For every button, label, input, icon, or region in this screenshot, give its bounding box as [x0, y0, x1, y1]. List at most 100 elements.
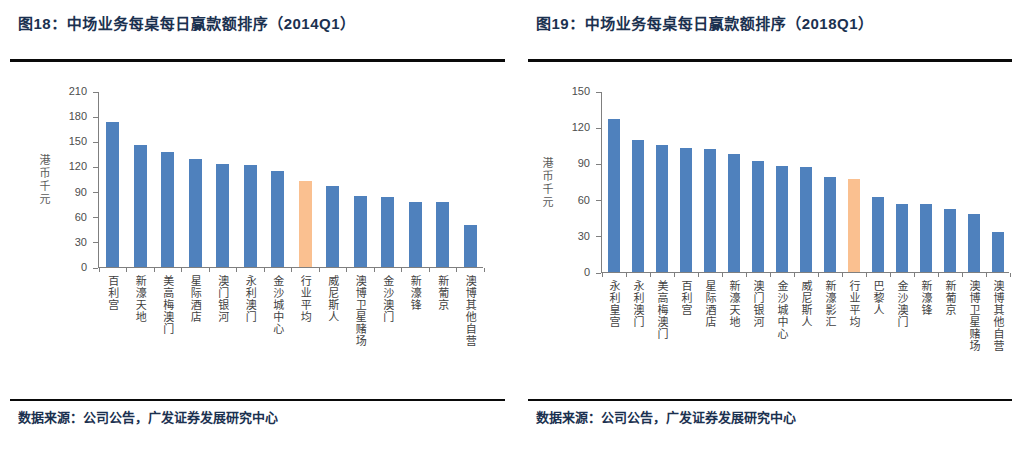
- data-source: 数据来源：公司公告，广发证券发展研究中心: [18, 407, 505, 426]
- x-tick-mark: [938, 273, 939, 277]
- y-tick-mark: [93, 192, 98, 193]
- category-slot: 新濠天地: [722, 280, 746, 388]
- category-label: 金沙澳门: [382, 275, 394, 383]
- category-slot: 行业平均: [842, 280, 866, 388]
- category-label: 新濠天地: [134, 275, 146, 383]
- bar-百利宫: [106, 122, 119, 267]
- plot-area: 0306090120150永利皇宫永利澳门美高梅澳门百利宫星际酒店新濠天地澳门银…: [601, 92, 1009, 273]
- category-label: 澳门银河: [752, 280, 764, 388]
- category-label: 百利宫: [680, 280, 692, 388]
- category-slot: 威尼斯人: [794, 280, 818, 388]
- x-tick-mark: [456, 268, 457, 272]
- bar-美高梅澳门: [161, 152, 174, 267]
- x-tick-mark: [698, 273, 699, 277]
- category-label: 百利宫: [107, 275, 119, 383]
- category-slot: 星际酒店: [698, 280, 722, 388]
- figure-title: 图18：中场业务每桌每日赢款额排序（2014Q1）: [18, 12, 505, 33]
- bar-澳博卫星赌场: [354, 196, 367, 267]
- category-slot: 澳博卫星赌场: [347, 275, 375, 383]
- category-label: 新葡京: [944, 280, 956, 388]
- y-tick-mark: [596, 200, 601, 201]
- category-label: 永利澳门: [244, 275, 256, 383]
- bar-巴黎人: [872, 197, 884, 272]
- x-tick-mark: [236, 268, 237, 272]
- category-label: 澳门银河: [217, 275, 229, 383]
- x-tick-mark: [154, 268, 155, 272]
- bar-金沙澳门: [896, 204, 908, 272]
- bar-澳博卫星赌场: [968, 214, 980, 272]
- y-tick-mark: [93, 242, 98, 243]
- y-axis-title-wrap: 港币千元: [539, 92, 555, 273]
- category-slot: 百利宫: [99, 275, 127, 383]
- y-tick-label: 210: [49, 86, 87, 97]
- title-divider: [528, 59, 1012, 62]
- y-tick-label: 90: [552, 158, 590, 169]
- category-label: 美高梅澳门: [656, 280, 668, 388]
- bar-星际酒店: [704, 149, 716, 272]
- x-tick-mark: [746, 273, 747, 277]
- bar-澳博其他自营: [992, 232, 1004, 272]
- y-tick-label: 0: [49, 262, 87, 273]
- x-tick-mark: [1010, 273, 1011, 277]
- bar-新濠天地: [728, 154, 740, 272]
- category-label: 新濠锋: [409, 275, 421, 383]
- bar-永利澳门: [632, 140, 644, 272]
- category-slot: 金沙城中心: [264, 275, 292, 383]
- figure-panel-2018q1: 图19：中场业务每桌每日赢款额排序（2018Q1） 港币千元 0306090120…: [528, 0, 1012, 450]
- bar-澳门银河: [216, 164, 229, 267]
- category-slot: 永利澳门: [237, 275, 265, 383]
- category-slot: 美高梅澳门: [154, 275, 182, 383]
- bar-百利宫: [680, 148, 692, 272]
- category-slot: 新濠锋: [402, 275, 430, 383]
- category-label: 行业平均: [299, 275, 311, 383]
- category-label: 行业平均: [848, 280, 860, 388]
- category-slot: 澳门银河: [746, 280, 770, 388]
- figure-title: 图19：中场业务每桌每日赢款额排序（2018Q1）: [536, 12, 1012, 33]
- bar-新濠锋: [920, 204, 932, 272]
- bar-金沙城中心: [271, 171, 284, 267]
- category-slot: 澳博卫星赌场: [962, 280, 986, 388]
- x-tick-mark: [722, 273, 723, 277]
- category-label: 威尼斯人: [800, 280, 812, 388]
- x-tick-mark: [319, 268, 320, 272]
- category-slot: 巴黎人: [866, 280, 890, 388]
- bar-威尼斯人: [326, 186, 339, 267]
- x-tick-mark: [914, 273, 915, 277]
- x-tick-mark: [264, 268, 265, 272]
- category-slot: 新葡京: [429, 275, 457, 383]
- y-tick-label: 30: [49, 237, 87, 248]
- y-tick-mark: [596, 128, 601, 129]
- source-divider: [528, 399, 1012, 401]
- y-tick-label: 120: [49, 161, 87, 172]
- category-slot: 金沙澳门: [374, 275, 402, 383]
- y-tick-label: 60: [552, 195, 590, 206]
- x-tick-mark: [181, 268, 182, 272]
- x-tick-mark: [209, 268, 210, 272]
- category-slot: 澳博其他自营: [986, 280, 1010, 388]
- y-tick-label: 120: [552, 122, 590, 133]
- category-slot: 永利澳门: [626, 280, 650, 388]
- category-label: 澳博其他自营: [992, 280, 1004, 388]
- y-tick-mark: [596, 92, 601, 93]
- y-tick-mark: [93, 268, 98, 269]
- bar-chart-2014q1: 港币千元0306090120150180210百利宫新濠天地美高梅澳门星际酒店澳…: [10, 70, 505, 392]
- category-slot: 威尼斯人: [319, 275, 347, 383]
- figure-panel-2014q1: 图18：中场业务每桌每日赢款额排序（2014Q1） 港币千元0306090120…: [10, 0, 505, 450]
- category-slot: 新濠天地: [127, 275, 155, 383]
- category-label: 金沙澳门: [896, 280, 908, 388]
- bar-金沙澳门: [381, 197, 394, 267]
- x-tick-mark: [650, 273, 651, 277]
- category-label: 澳博卫星赌场: [968, 280, 980, 388]
- category-slot: 澳门银河: [209, 275, 237, 383]
- category-label: 新濠影汇: [824, 280, 836, 388]
- category-slot: 百利宫: [674, 280, 698, 388]
- x-tick-mark: [99, 268, 100, 272]
- y-tick-mark: [93, 117, 98, 118]
- x-tick-mark: [602, 273, 603, 277]
- category-label: 美高梅澳门: [162, 275, 174, 383]
- x-tick-mark: [890, 273, 891, 277]
- bar-新葡京: [944, 209, 956, 272]
- y-tick-label: 0: [552, 267, 590, 278]
- y-tick-mark: [93, 217, 98, 218]
- x-tick-mark: [401, 268, 402, 272]
